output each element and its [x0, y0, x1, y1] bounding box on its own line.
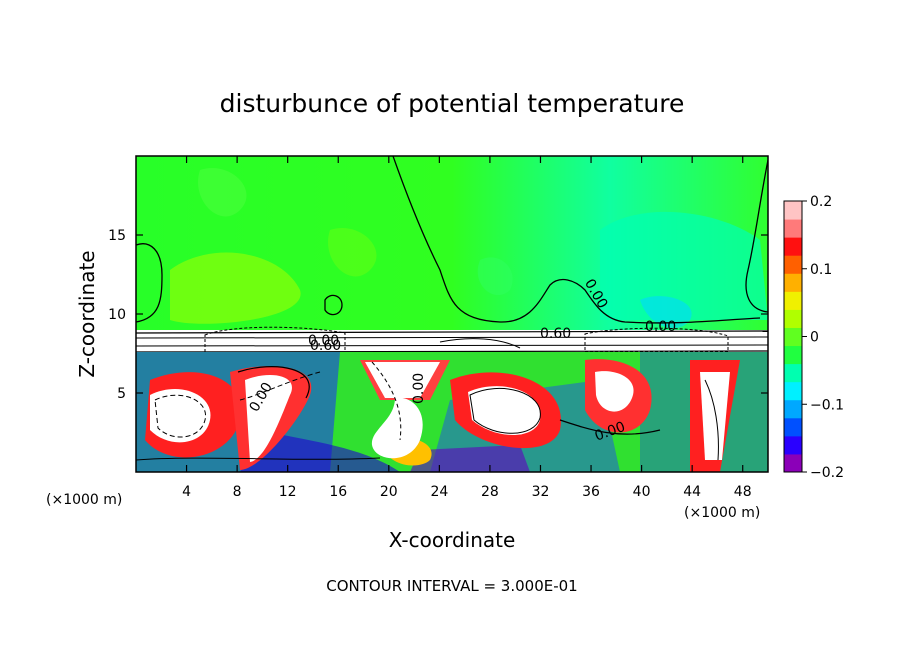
x-unit-right: (×1000 m): [684, 505, 760, 521]
colorbar-swatch: [784, 327, 802, 347]
contour-line: [392, 156, 761, 324]
x-axis-label: X-coordinate: [389, 528, 516, 552]
x-tick-label: 24: [430, 484, 448, 500]
colorbar-tick-label: −0.1: [810, 397, 844, 413]
colorbar-swatch: [784, 291, 802, 310]
contour-line: [439, 338, 521, 349]
y-tick-label: 15: [108, 228, 126, 244]
layer-band: [136, 330, 768, 354]
colorbar-tick-label: 0.1: [810, 262, 832, 278]
contour-label: 0.00: [645, 319, 676, 335]
x-tick-label: 48: [734, 484, 752, 500]
colorbar-swatch: [784, 435, 802, 455]
contour-interval-note: CONTOUR INTERVAL = 3.000E-01: [326, 577, 577, 595]
contour-line: [136, 344, 768, 347]
contour-line: [136, 336, 768, 339]
colorbar-swatch: [784, 453, 802, 473]
colorbar-swatch: [784, 417, 802, 437]
contour-label: 0.60: [310, 338, 341, 354]
colorbar-swatch: [784, 381, 802, 401]
colorbar-swatch: [784, 309, 802, 328]
y-axis: 5 10 15: [108, 228, 768, 402]
x-axis: 4 8 12 16 20 24 28 32 36 40 44 48: [182, 156, 752, 500]
upper-blob: [170, 252, 301, 324]
contour-line: [324, 294, 343, 316]
colorbar-swatch: [784, 363, 802, 383]
x-tick-label: 8: [233, 484, 242, 500]
y-tick-label: 5: [117, 386, 126, 402]
colorbar-swatch: [784, 219, 802, 238]
contour-label: 0.60: [540, 326, 571, 342]
contour-label: 0.00: [411, 373, 427, 404]
y-tick-label: 10: [108, 307, 126, 323]
x-tick-label: 44: [683, 484, 701, 500]
lower-field: [136, 352, 768, 472]
x-tick-label: 12: [279, 484, 297, 500]
colorbar-swatch: [784, 399, 802, 419]
upper-blob: [477, 257, 513, 296]
colorbar-tick-label: 0.2: [810, 194, 832, 210]
contour-line: [136, 243, 163, 323]
colorbar-swatch: [784, 345, 802, 365]
plot-area: [136, 156, 768, 472]
contour-line: [136, 330, 768, 334]
contour-line: [204, 326, 346, 353]
colorbar-swatch: [784, 201, 802, 220]
x-tick-label: 4: [182, 484, 191, 500]
y-axis-label: Z-coordinate: [75, 250, 99, 377]
chart-title: disturbunce of potential temperature: [220, 89, 685, 118]
colorbar: 0.2 0.1 0 −0.1 −0.2: [783, 194, 844, 481]
x-tick-label: 36: [582, 484, 600, 500]
colorbar-tick-label: −0.2: [810, 465, 844, 481]
upper-blob: [640, 296, 692, 329]
contour-label: 0.00: [308, 333, 339, 349]
upper-blob: [198, 168, 247, 217]
x-tick-label: 28: [481, 484, 499, 500]
contour-line: [136, 350, 768, 353]
x-tick-label: 20: [380, 484, 398, 500]
colorbar-swatch: [784, 273, 802, 292]
colorbar-swatch: [784, 255, 802, 274]
x-unit-left: (×1000 m): [46, 492, 122, 508]
upper-blob: [328, 228, 377, 277]
colorbar-tick-label: 0: [810, 330, 819, 346]
x-tick-label: 40: [633, 484, 651, 500]
x-tick-label: 32: [532, 484, 550, 500]
x-tick-label: 16: [329, 484, 347, 500]
upper-blob: [600, 211, 768, 320]
contour-line: [745, 159, 768, 313]
colorbar-swatch: [784, 237, 802, 256]
